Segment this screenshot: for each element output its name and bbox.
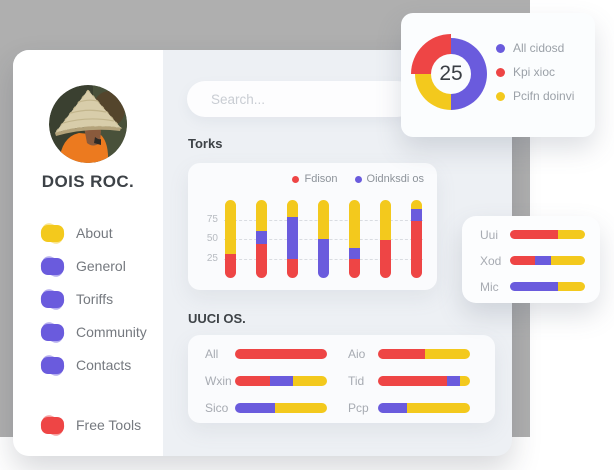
community-blob-icon (41, 323, 64, 341)
about-blob-icon (41, 224, 64, 242)
legend-label: Oidnksdi os (366, 173, 424, 185)
sidebar-item-label: Community (76, 324, 147, 340)
mini-row-xod: Xod (480, 253, 600, 268)
sidebar-item-about[interactable]: About (13, 223, 163, 243)
uuci-row-pcp: Pcp (348, 400, 470, 415)
mini-bar-xod (510, 256, 585, 265)
oidnksdi-dot-icon (354, 175, 362, 183)
uuci-bar-aio (378, 348, 470, 359)
sidebar-item-label: About (76, 225, 113, 241)
row-label: All (205, 346, 219, 361)
torks-bar (411, 200, 422, 278)
row-label: Tid (348, 373, 365, 388)
torks-bar (349, 200, 360, 278)
sidebar-item-free-tools[interactable]: Free Tools (13, 415, 163, 435)
uuci-chart-card: All Wxin Sico Aio Tid Pcp (188, 335, 495, 423)
search-bar (187, 81, 415, 117)
all-cidosd-dot-icon (496, 43, 505, 53)
mini-bar-mic (510, 282, 585, 291)
pcifn-doinvi-dot-icon (496, 91, 505, 101)
free-tools-blob-icon (41, 416, 64, 434)
legend-item-all-cidosd: All cidosd (496, 41, 574, 55)
sidebar-item-toriffs[interactable]: Toriffs (13, 289, 163, 309)
y-tick-25: 25 (206, 253, 218, 264)
uuci-bar-tid (378, 375, 470, 386)
row-label: Mic (480, 279, 499, 294)
uuci-bar-wxin (235, 375, 327, 386)
sidebar-item-contacts[interactable]: Contacts (13, 355, 163, 375)
uuci-row-all: All (205, 346, 327, 361)
torks-bar (225, 200, 236, 278)
legend-label: Pcifn doinvi (513, 89, 575, 103)
legend-label: Kpi xioc (513, 65, 556, 79)
legend-label: Fdison (304, 173, 338, 185)
legend-item-pcifn-doinvi: Pcifn doinvi (496, 89, 574, 103)
torks-bar (287, 200, 298, 278)
mini-bar-uui (510, 230, 585, 239)
sidebar-item-label: Generol (76, 258, 126, 274)
fdison-dot-icon (292, 175, 300, 183)
sidebar-item-label: Toriffs (76, 291, 114, 307)
uuci-column-right: Aio Tid Pcp (348, 346, 470, 423)
torks-section-title: Torks (188, 136, 223, 151)
row-label: Pcp (348, 400, 369, 415)
row-label: Uui (480, 227, 499, 242)
contacts-blob-icon (41, 356, 64, 374)
uuci-row-sico: Sico (205, 400, 327, 415)
toriffs-blob-icon (41, 290, 64, 308)
sidebar-item-generol[interactable]: Generol (13, 256, 163, 276)
torks-bar (380, 200, 391, 278)
uuci-row-aio: Aio (348, 346, 470, 361)
mini-row-mic: Mic (480, 279, 600, 294)
uuci-bar-pcp (378, 402, 470, 413)
legend-item-oidnksdi: Oidnksdi os (354, 173, 424, 185)
torks-bar (256, 200, 267, 278)
generol-blob-icon (41, 257, 64, 275)
legend-item-kpi-xioc: Kpi xioc (496, 65, 574, 79)
row-label: Sico (205, 400, 229, 415)
sidebar-menu: About Generol Toriffs Community Contacts (13, 223, 163, 388)
uuci-bar-all (235, 348, 327, 359)
avatar (49, 85, 127, 163)
uuci-section-title: UUCI OS. (188, 311, 246, 326)
donut-legend: All cidosd Kpi xioc Pcifn doinvi (496, 41, 574, 103)
sidebar: DOIS ROC. About Generol Toriffs Communit… (13, 50, 163, 456)
torks-chart-card: Fdison Oidnksdi os 75 50 25 (188, 163, 437, 290)
sidebar-item-label: Free Tools (76, 417, 142, 433)
row-label: Wxin (205, 373, 232, 388)
donut-center-value: 25 (431, 54, 471, 94)
row-label: Aio (348, 346, 366, 361)
uuci-row-wxin: Wxin (205, 373, 327, 388)
mini-stats-card: Uui Xod Mic (462, 216, 600, 303)
uuci-column-left: All Wxin Sico (205, 346, 327, 423)
y-tick-75: 75 (206, 214, 218, 225)
legend-item-fdison: Fdison (292, 173, 338, 185)
search-input[interactable] (187, 91, 415, 107)
torks-legend: Fdison Oidnksdi os (292, 173, 424, 185)
y-tick-50: 50 (206, 233, 218, 244)
sidebar-item-community[interactable]: Community (13, 322, 163, 342)
sidebar-item-label: Contacts (76, 357, 132, 373)
avatar-image (49, 85, 127, 163)
donut-stats-card: 25 All cidosd Kpi xioc Pcifn doinvi (401, 13, 595, 137)
profile-name: DOIS ROC. (41, 172, 135, 191)
uuci-bar-sico (235, 402, 327, 413)
legend-label: All cidosd (513, 41, 565, 55)
mini-row-uui: Uui (480, 227, 600, 242)
donut-ring: 25 (411, 34, 491, 114)
row-label: Xod (480, 253, 502, 268)
torks-bar (318, 200, 329, 278)
kpi-xioc-dot-icon (496, 67, 505, 77)
torks-bars (225, 200, 422, 278)
uuci-row-tid: Tid (348, 373, 470, 388)
